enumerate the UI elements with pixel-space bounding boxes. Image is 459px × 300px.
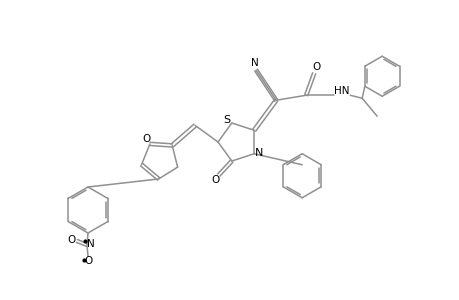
Text: O: O bbox=[311, 62, 319, 72]
Text: O: O bbox=[211, 175, 219, 185]
Text: S: S bbox=[223, 115, 230, 125]
Text: N: N bbox=[254, 148, 263, 158]
Text: HN: HN bbox=[334, 86, 349, 96]
Text: N: N bbox=[87, 239, 95, 249]
Text: O: O bbox=[68, 235, 76, 245]
Text: N: N bbox=[251, 58, 258, 68]
Text: O: O bbox=[85, 256, 93, 266]
Text: O: O bbox=[142, 134, 151, 144]
